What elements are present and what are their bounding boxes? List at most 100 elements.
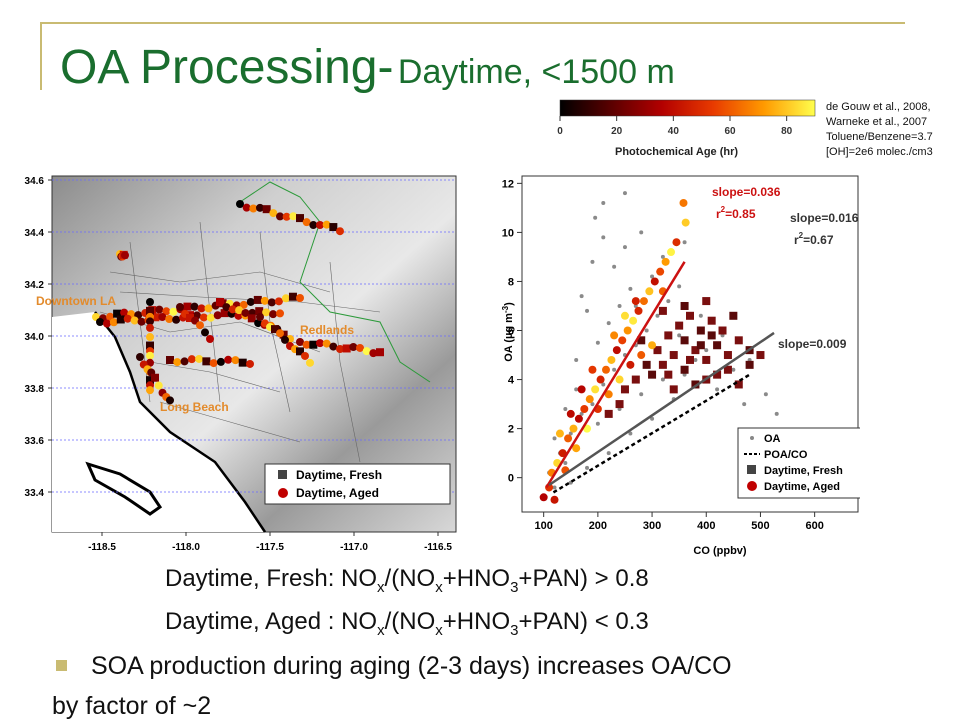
map-aged-point	[199, 313, 208, 322]
fresh-point	[615, 400, 624, 409]
map-aged-point	[336, 344, 344, 353]
map-fresh-point	[113, 309, 122, 318]
map-fresh-point	[238, 358, 247, 367]
map-fresh-point	[146, 341, 154, 350]
oa-point	[666, 299, 671, 304]
x-tick-label: 500	[751, 520, 769, 532]
formula-aged-mid1: /(NO	[384, 608, 436, 635]
map-aged-point	[242, 203, 251, 212]
map-fresh-point	[296, 214, 304, 223]
map-aged-point	[316, 339, 324, 348]
map-aged-point	[260, 296, 269, 305]
map-aged-point	[172, 315, 181, 324]
aged-point	[555, 429, 564, 438]
map-aged-point	[162, 307, 171, 316]
fresh-point	[631, 375, 640, 384]
map-aged-point	[109, 318, 118, 327]
fit-line	[552, 373, 751, 494]
aged-point	[629, 316, 638, 325]
x-tick-label: 200	[589, 520, 607, 532]
map-fresh-point	[166, 356, 174, 364]
formula-aged-tail: +PAN) < 0.3	[518, 608, 649, 635]
aged-point	[645, 287, 654, 296]
formula-aged-mid2: +HNO	[442, 608, 511, 635]
map-aged-point	[209, 359, 218, 368]
map-aged-point	[213, 311, 222, 320]
oa-point	[677, 284, 682, 289]
oa-point	[704, 348, 709, 353]
map-aged-point	[362, 347, 371, 356]
legend-fresh-marker	[278, 470, 287, 479]
oa-point	[563, 460, 568, 465]
fresh-point	[707, 316, 716, 325]
map-aged-point	[316, 221, 324, 230]
oa-point	[601, 200, 606, 205]
map-panel: 34.6 34.4 34.2 34.0 33.8 33.6 33.4 -118.5 -118.0…	[25, 175, 457, 552]
map-aged-point	[241, 308, 250, 317]
aged-point	[656, 267, 665, 276]
map-fresh-point	[309, 340, 318, 349]
map-aged-point	[123, 314, 132, 323]
y-axis-label: OA (µg m-3)	[501, 302, 515, 362]
map-x-tick-label: -116.5	[424, 542, 452, 552]
title-sub: Daytime, <1500 m	[397, 53, 675, 91]
fresh-point	[669, 351, 678, 360]
map-aged-point	[146, 358, 154, 367]
legend-fresh: Daytime, Fresh	[764, 465, 843, 477]
oa-point	[579, 294, 584, 299]
map-aged-point	[246, 297, 255, 306]
map-aged-point	[249, 204, 258, 213]
oa-point	[617, 303, 622, 308]
map-aged-point	[267, 298, 276, 307]
map-fresh-point	[146, 306, 154, 315]
map-aged-point	[173, 358, 182, 367]
map-y-tick-label: 34.0	[25, 332, 45, 343]
fit-line	[545, 261, 686, 489]
fresh-point	[718, 326, 727, 335]
fresh-point	[648, 370, 657, 379]
map-legend-aged: Daytime, Aged	[296, 486, 379, 500]
map-fresh-point	[186, 314, 194, 323]
map-aged-point	[236, 200, 244, 208]
map-aged-point	[301, 351, 309, 360]
formula-fresh-prefix: Daytime, Fresh: NO	[165, 565, 378, 592]
aged-point	[574, 414, 583, 423]
fresh-point	[734, 336, 743, 345]
map-y-tick-label: 34.4	[25, 228, 45, 239]
aged-point	[577, 385, 586, 394]
map-aged-point	[235, 306, 244, 315]
oa-point	[574, 357, 579, 362]
fresh-point	[675, 321, 684, 330]
formula-fresh-mid1: /(NO	[384, 565, 436, 592]
oa-point	[595, 421, 600, 426]
map-aged-point	[262, 308, 271, 317]
formula-fresh-sub3: 3	[510, 578, 519, 596]
map-aged-point	[281, 335, 289, 344]
map-aged-point	[246, 359, 254, 368]
map-fresh-point	[183, 302, 192, 311]
aged-point	[604, 390, 613, 399]
map-aged-point	[228, 305, 237, 314]
oa-point	[552, 436, 557, 441]
catalina-island	[85, 461, 163, 516]
bullet-text: SOA production during aging (2-3 days) i…	[91, 652, 732, 680]
fresh-point	[658, 360, 667, 369]
y-tick-label: 6	[508, 326, 514, 338]
aged-point	[679, 198, 688, 207]
fresh-point	[669, 385, 678, 394]
map-x-tick-label: -117.0	[340, 542, 368, 552]
map-aged-point	[165, 314, 174, 323]
map-aged-point	[146, 323, 154, 332]
map-aged-point	[222, 303, 231, 312]
fresh-point	[642, 360, 651, 369]
aged-point	[580, 404, 589, 413]
map-fresh-point	[146, 376, 154, 385]
fresh-point	[680, 336, 689, 345]
fresh-point	[620, 385, 629, 394]
oa-point	[622, 191, 627, 196]
fresh-point	[686, 311, 694, 320]
map-aged-point	[120, 308, 129, 317]
map-aged-point	[254, 319, 263, 328]
slope-label: slope=0.036	[712, 185, 781, 199]
ref-line-2: Warneke et al., 2007	[826, 116, 928, 128]
